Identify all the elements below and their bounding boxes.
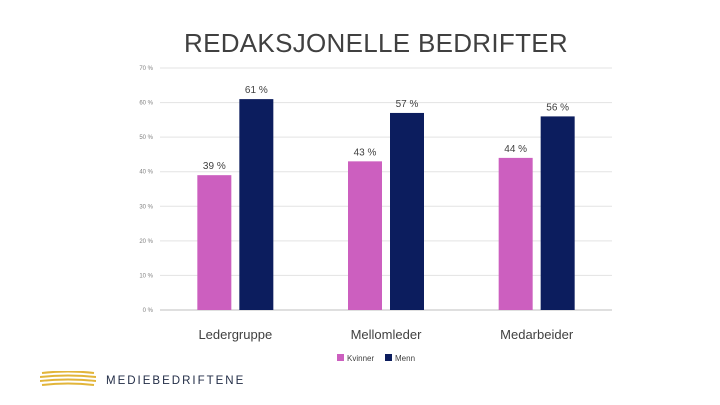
x-category-label: Mellomleder [351,327,422,342]
bar-menn [390,112,424,310]
gold-stripes-logo-icon [40,371,96,386]
x-category-label: Medarbeider [500,327,574,342]
bar-menn [540,116,575,311]
data-label: 39 % [203,161,226,172]
y-tick-label: 0 % [143,308,154,314]
y-tick-label: 30 % [139,204,153,210]
legend-swatch [385,354,392,361]
x-category-label: Ledergruppe [198,327,272,342]
data-label: 43 % [354,147,377,158]
bar-kvinner [348,161,382,310]
chart-title: REDAKSJONELLE BEDRIFTER [184,28,568,58]
data-label: 56 % [546,102,569,113]
legend-label: Kvinner [347,354,374,363]
y-tick-label: 50 % [139,135,153,141]
bar-menn [239,99,274,310]
data-label: 57 % [396,99,419,110]
y-tick-label: 70 % [139,66,153,72]
brand-name: MEDIEBEDRIFTENE [106,375,246,387]
bar-kvinner [498,157,533,310]
y-tick-label: 10 % [139,273,153,279]
y-tick-label: 40 % [139,170,153,176]
bar-kvinner [197,175,232,310]
legend-label: Menn [395,354,415,363]
legend-swatch [337,354,344,361]
y-tick-label: 20 % [139,239,153,245]
data-label: 61 % [245,85,268,96]
y-tick-label: 60 % [139,101,153,107]
data-label: 44 % [504,144,527,155]
